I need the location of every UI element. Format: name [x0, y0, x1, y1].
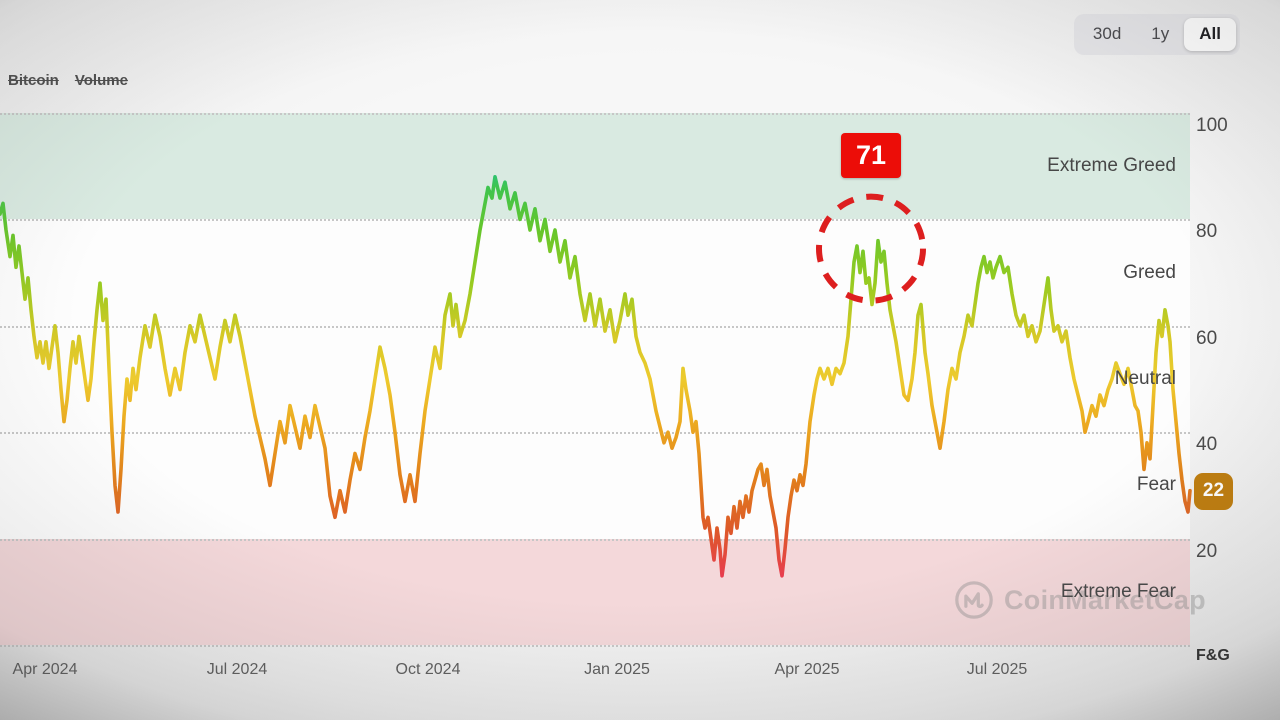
- y-axis-label-40: 40: [1196, 434, 1218, 456]
- range-button-30d[interactable]: 30d: [1078, 18, 1136, 51]
- band-extreme-greed: [0, 113, 1190, 220]
- band-label-extreme-greed: Extreme Greed: [1047, 155, 1176, 177]
- current-value-badge: 22: [1194, 472, 1233, 510]
- fear-greed-line-svg: [0, 175, 1192, 578]
- y-axis-label-60: 60: [1196, 327, 1218, 349]
- y-axis-label-100: 100: [1196, 115, 1228, 136]
- gridline-40: [0, 432, 1190, 435]
- x-axis-label-apr-2025: Apr 2025: [774, 661, 840, 678]
- band-label-greed: Greed: [1123, 261, 1176, 283]
- band-label-neutral: Neutral: [1114, 368, 1176, 389]
- band-label-extreme-fear: Extreme Fear: [1060, 580, 1176, 602]
- x-axis-label-jul-2024: Jul 2024: [206, 661, 268, 678]
- legend-item-volume[interactable]: Volume: [74, 72, 128, 89]
- watermark-text: CoinMarketCap: [1004, 584, 1206, 615]
- y-axis-label-80: 80: [1196, 221, 1218, 243]
- fear-greed-line: [0, 175, 1192, 578]
- x-axis-label-oct-2024: Oct 2024: [395, 661, 461, 678]
- gridline-80: [0, 219, 1190, 222]
- range-button-all[interactable]: All: [1184, 18, 1236, 51]
- range-button-1y[interactable]: 1y: [1136, 18, 1184, 51]
- highlight-circle: [816, 193, 926, 304]
- band-label-fear: Fear: [1136, 474, 1176, 496]
- gridline-20: [0, 538, 1190, 541]
- x-axis-label-jan-2025: Jan 2025: [584, 661, 650, 678]
- time-range-switcher: 30d 1y All: [1073, 14, 1240, 55]
- highlight-value-badge: 71: [841, 132, 901, 178]
- chart-legend: Bitcoin Volume: [8, 72, 128, 89]
- legend-item-bitcoin[interactable]: Bitcoin: [8, 72, 59, 89]
- gridline-0: [0, 645, 1190, 647]
- coinmarketcap-logo-icon: [955, 581, 993, 619]
- watermark: CoinMarketCap: [953, 579, 1206, 621]
- y-axis-corner-label: F&G: [1196, 647, 1230, 664]
- y-axis-label-20: 20: [1196, 540, 1218, 562]
- plot-area[interactable]: CoinMarketCap Extreme Greed Greed Neutral F…: [0, 113, 1233, 647]
- x-axis-label-jul-2025: Jul 2025: [966, 661, 1028, 678]
- y-axis: 100 80 60 40 20 F&G: [1196, 0, 1280, 720]
- x-axis-label-apr-2024: Apr 2024: [12, 661, 78, 678]
- band-extreme-fear: [0, 538, 1190, 645]
- gridline-100: [0, 113, 1190, 115]
- x-axis: Apr 2024 Jul 2024 Oct 2024 Jan 2025 Apr 2025…: [0, 659, 1190, 685]
